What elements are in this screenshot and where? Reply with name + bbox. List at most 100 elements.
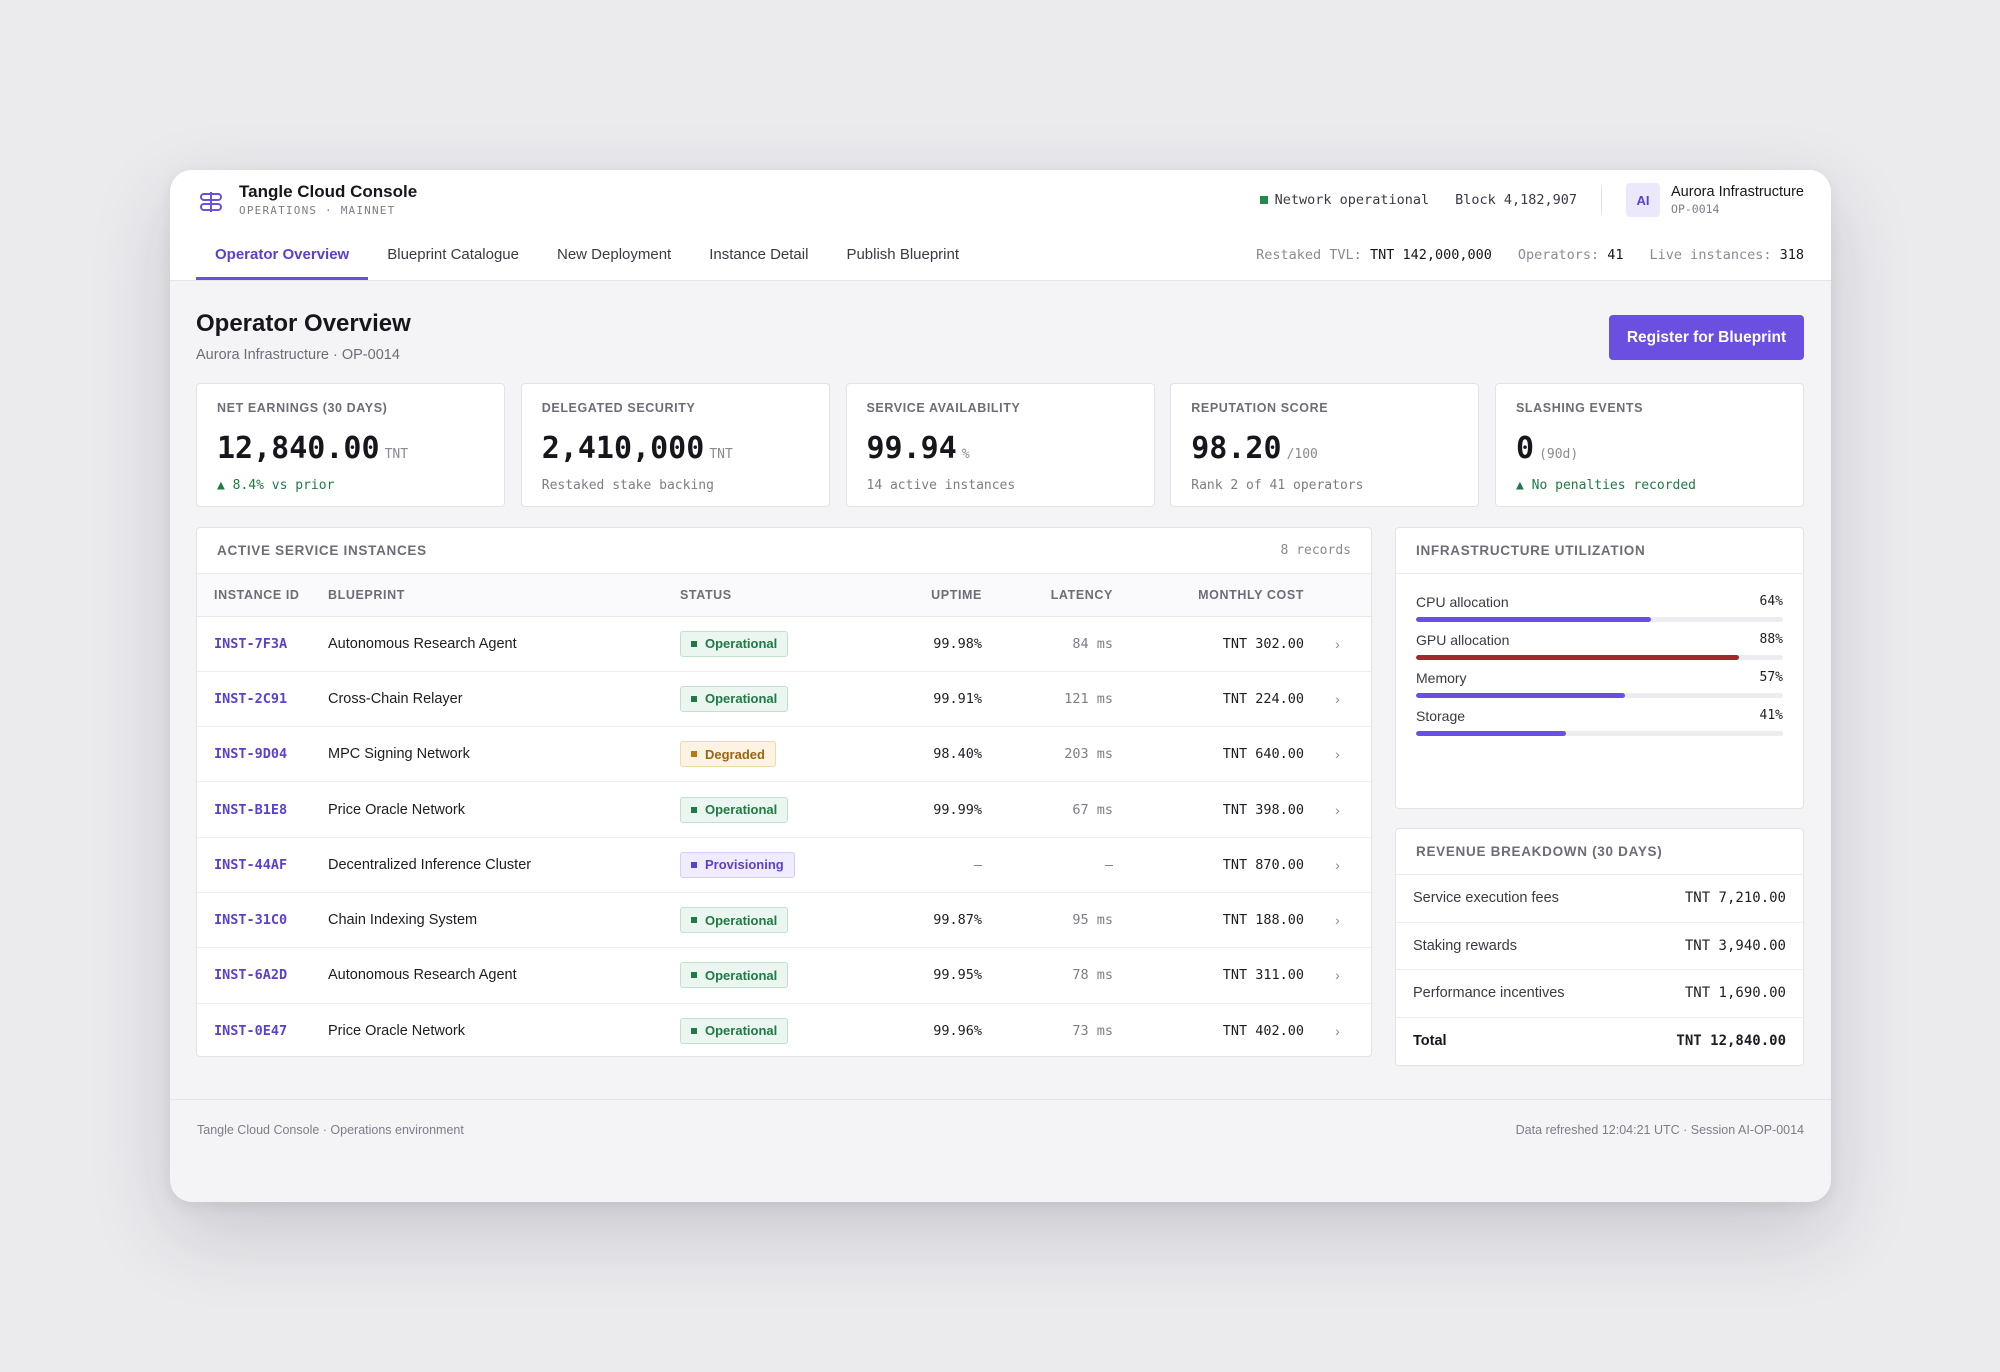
monthly-cost-cell: TNT 188.00 <box>1222 912 1304 929</box>
instance-id[interactable]: INST-6A2D <box>214 967 288 984</box>
revenue-total-amount: TNT 12,840.00 <box>1676 1033 1786 1050</box>
table-row[interactable]: INST-6A2D Autonomous Research Agent Operat… <box>197 948 1371 1004</box>
table-row[interactable]: INST-31C0 Chain Indexing System Operationa… <box>197 892 1371 948</box>
instance-id[interactable]: INST-7F3A <box>214 635 288 652</box>
monthly-cost-cell: TNT 870.00 <box>1222 856 1304 873</box>
revenue-label: Service execution fees <box>1413 890 1559 907</box>
status-cell: Provisioning <box>680 837 870 892</box>
status-dot-icon <box>691 917 697 924</box>
active-instances-card: ACTIVE SERVICE INSTANCES 8 records INSTA… <box>196 527 1372 1057</box>
instance-id-link[interactable]: INST-31C0 <box>197 892 328 947</box>
status-cell: Operational <box>680 671 870 726</box>
org-id: OP-0014 <box>1671 202 1720 216</box>
account-menu[interactable]: Aurora Infrastructure OP-0014 <box>1671 184 1804 216</box>
status-label: Operational <box>705 802 778 818</box>
progress-track <box>1416 655 1783 660</box>
column-header[interactable]: INSTANCE ID <box>197 574 328 617</box>
progress-track <box>1416 617 1783 622</box>
chevron-right-icon[interactable]: › <box>1335 912 1340 929</box>
card-header: ACTIVE SERVICE INSTANCES 8 records <box>197 528 1371 574</box>
revenue-total-label: Total <box>1413 1033 1447 1050</box>
avatar[interactable]: AI <box>1626 183 1661 217</box>
instance-id-link[interactable]: INST-7F3A <box>197 616 328 671</box>
latency-cell: 78 ms <box>1072 967 1113 984</box>
card-title: REVENUE BREAKDOWN (30 DAYS) <box>1416 844 1663 859</box>
utilization-item: GPU allocation 88% <box>1416 632 1783 660</box>
column-header[interactable]: BLUEPRINT <box>328 574 680 617</box>
column-header[interactable]: MONTHLY COST <box>1113 574 1304 617</box>
tab-blueprint-catalogue[interactable]: Blueprint Catalogue <box>387 246 519 263</box>
progress-fill <box>1416 693 1626 698</box>
revenue-row: Staking rewards TNT 3,940.00 <box>1396 923 1803 970</box>
kpi-value: 2,410,000 <box>541 431 705 466</box>
kpi-note: ▲ 8.4% vs prior <box>217 478 335 493</box>
tangle-logo-icon <box>200 191 222 212</box>
latency-cell: 95 ms <box>1072 912 1113 929</box>
chevron-right-icon[interactable]: › <box>1335 746 1340 763</box>
instance-id-link[interactable]: INST-B1E8 <box>197 782 328 837</box>
column-header[interactable]: LATENCY <box>982 574 1113 617</box>
kpi-label: NET EARNINGS (30 DAYS) <box>217 401 388 415</box>
status-badge: Operational <box>680 630 789 657</box>
chevron-right-icon[interactable]: › <box>1335 635 1340 652</box>
chevron-right-icon[interactable]: › <box>1335 856 1340 873</box>
tab-operator-overview[interactable]: Operator Overview <box>196 230 369 280</box>
block-height: Block 4,182,907 <box>1455 192 1578 208</box>
revenue-row: Performance incentives TNT 1,690.00 <box>1396 970 1803 1018</box>
revenue-breakdown-card: REVENUE BREAKDOWN (30 DAYS) Service exec… <box>1395 828 1804 1066</box>
status-badge: Degraded <box>680 741 776 768</box>
instance-id-link[interactable]: INST-6A2D <box>197 948 328 1003</box>
card-title: INFRASTRUCTURE UTILIZATION <box>1416 543 1646 558</box>
status-cell: Degraded <box>680 727 870 782</box>
status-dot-icon <box>691 751 697 758</box>
instance-id-link[interactable]: INST-0E47 <box>197 1003 328 1056</box>
status-label: Operational <box>705 636 778 652</box>
footer-right: Data refreshed 12:04:21 UTC · Session AI… <box>1515 1122 1804 1137</box>
blueprint-cell: Decentralized Inference Cluster <box>328 856 532 873</box>
status-badge: Operational <box>680 907 789 934</box>
app-title: Tangle Cloud Console <box>239 182 418 201</box>
tab-publish-blueprint[interactable]: Publish Blueprint <box>846 246 960 263</box>
latency-cell: 73 ms <box>1072 1022 1113 1039</box>
instance-id-link[interactable]: INST-44AF <box>197 837 328 892</box>
uptime-cell: — <box>973 856 982 873</box>
chevron-right-icon[interactable]: › <box>1335 1022 1340 1039</box>
register-for-blueprint-button[interactable]: Register for Blueprint <box>1609 315 1804 360</box>
kpi-label: SERVICE AVAILABILITY <box>866 401 1021 415</box>
table-row[interactable]: INST-7F3A Autonomous Research Agent Operat… <box>197 616 1371 672</box>
chevron-right-icon[interactable]: › <box>1335 801 1340 818</box>
chevron-right-icon[interactable]: › <box>1335 690 1340 707</box>
table-row[interactable]: INST-2C91 Cross-Chain Relayer Operational 9… <box>197 671 1371 727</box>
org-name: Aurora Infrastructure <box>1671 184 1804 200</box>
column-header[interactable]: STATUS <box>680 574 870 617</box>
instance-id[interactable]: INST-0E47 <box>214 1022 288 1039</box>
tab-new-deployment[interactable]: New Deployment <box>557 246 672 263</box>
utilization-label: Memory <box>1416 670 1467 686</box>
progress-fill <box>1416 655 1739 660</box>
kpi-slashing-events: SLASHING EVENTS 0 (90d) ▲ No penalties r… <box>1495 383 1804 507</box>
uptime-cell: 98.40% <box>933 746 982 763</box>
brand[interactable]: Tangle Cloud Console OPERATIONS · MAINNE… <box>198 182 417 217</box>
instance-id-link[interactable]: INST-2C91 <box>197 671 328 726</box>
kpi-net-earnings: NET EARNINGS (30 DAYS) 12,840.00 TNT ▲ 8… <box>196 383 505 507</box>
instance-id[interactable]: INST-9D04 <box>214 746 288 763</box>
chevron-right-icon[interactable]: › <box>1335 967 1340 984</box>
table-row[interactable]: INST-9D04 MPC Signing Network Degraded 98.4… <box>197 727 1371 782</box>
instance-id[interactable]: INST-44AF <box>214 856 288 873</box>
table-row[interactable]: INST-B1E8 Price Oracle Network Operational… <box>197 782 1371 838</box>
revenue-total-row: Total TNT 12,840.00 <box>1396 1018 1803 1066</box>
table-row[interactable]: INST-44AF Decentralized Inference Cluster… <box>197 837 1371 893</box>
instance-id[interactable]: INST-B1E8 <box>214 801 288 818</box>
status-dot-icon <box>691 861 697 868</box>
column-header[interactable]: UPTIME <box>870 574 982 617</box>
instance-id-link[interactable]: INST-9D04 <box>197 727 328 782</box>
tab-instance-detail[interactable]: Instance Detail <box>709 246 809 263</box>
table-row[interactable]: INST-0E47 Price Oracle Network Operational… <box>197 1003 1371 1056</box>
status-badge: Operational <box>680 962 789 989</box>
uptime-cell: 99.91% <box>933 690 982 707</box>
instance-id[interactable]: INST-2C91 <box>214 690 288 707</box>
kpi-unit: TNT <box>709 447 733 462</box>
status-dot-icon <box>691 695 697 702</box>
live-instances-stat: Live instances: 318 <box>1650 247 1804 263</box>
instance-id[interactable]: INST-31C0 <box>214 912 288 929</box>
